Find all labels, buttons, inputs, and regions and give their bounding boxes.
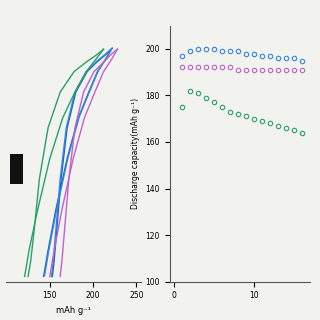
Y-axis label: Discharge capacity(mAh g⁻¹): Discharge capacity(mAh g⁻¹) <box>131 98 140 209</box>
Bar <box>11 154 22 184</box>
X-axis label: mAh g⁻¹: mAh g⁻¹ <box>56 306 91 315</box>
